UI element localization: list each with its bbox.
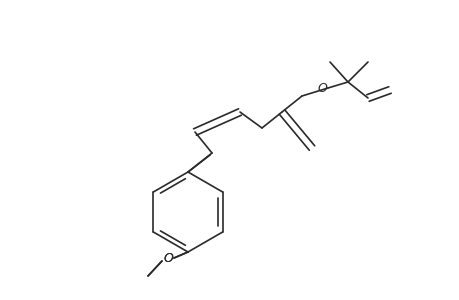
Text: O: O [162, 251, 173, 265]
Text: O: O [316, 82, 326, 94]
Text: O: O [162, 251, 173, 265]
